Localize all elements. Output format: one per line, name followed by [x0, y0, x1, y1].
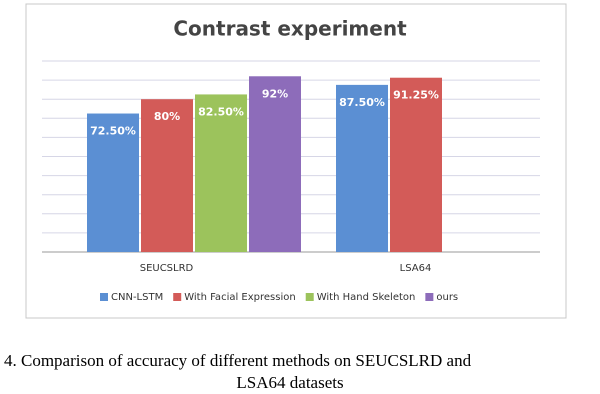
x-tick-label: SEUCSLRD	[140, 263, 194, 274]
caption-line: LSA64 datasets	[236, 373, 343, 392]
value-label: 87.50%	[339, 96, 385, 109]
legend-swatch	[425, 293, 434, 301]
legend-swatch	[305, 293, 314, 301]
x-tick-label: LSA64	[400, 263, 432, 274]
value-label: 91.25%	[393, 89, 439, 102]
legend-swatch	[100, 293, 108, 301]
bar	[87, 113, 139, 253]
legend-swatch	[173, 293, 182, 301]
value-label: 72.50%	[90, 125, 136, 138]
chart-title: Contrast experiment	[173, 17, 407, 41]
bar	[390, 77, 442, 253]
legend-label: With Hand Skeleton	[317, 292, 416, 303]
legend-label: With Facial Expression	[184, 292, 296, 303]
bar	[141, 99, 193, 252]
bar	[336, 84, 388, 252]
legend-label: ours	[436, 292, 458, 303]
bar	[195, 94, 247, 252]
bar	[249, 76, 301, 252]
value-label: 82.50%	[198, 105, 244, 118]
legend-label: CNN-LSTM	[111, 292, 163, 303]
value-label: 80%	[154, 110, 180, 123]
value-label: 92%	[262, 87, 288, 100]
caption-line: 4. Comparison of accuracy of different m…	[4, 351, 472, 370]
